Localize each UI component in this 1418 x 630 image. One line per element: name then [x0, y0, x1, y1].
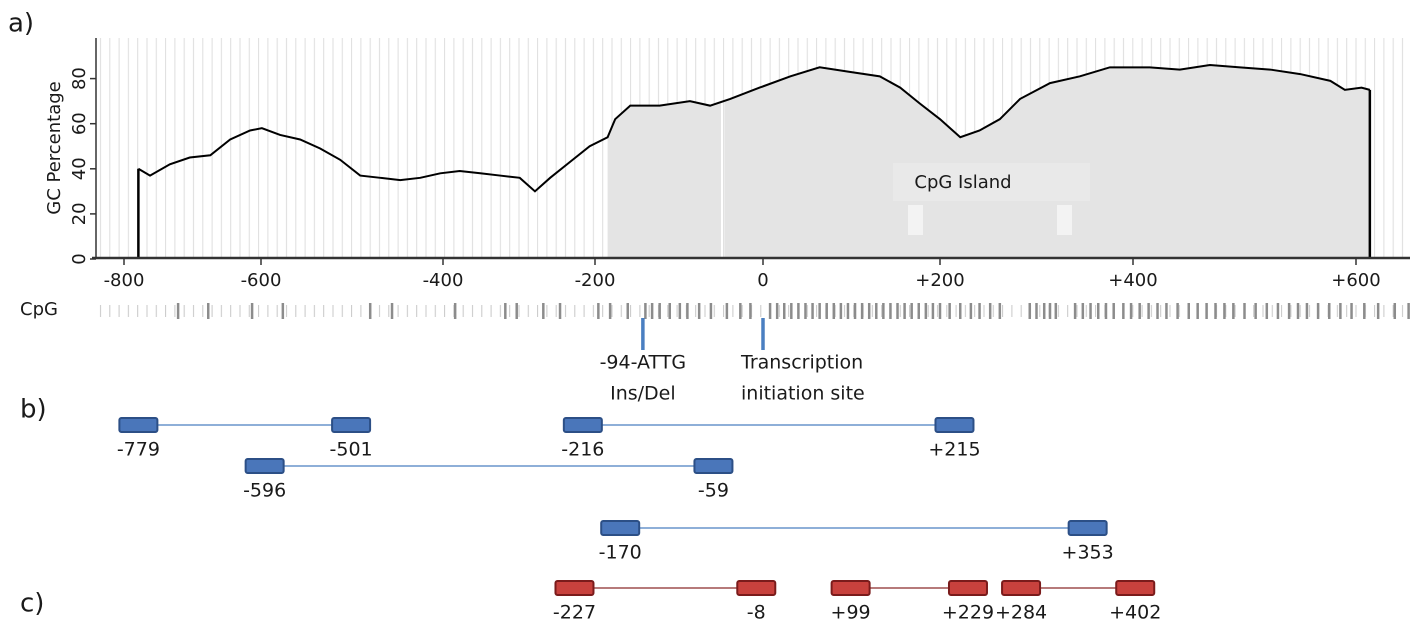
primer: [934, 417, 975, 433]
region-label: CpG Island: [914, 172, 1011, 193]
primer: [562, 417, 603, 433]
cpg-track-background: [96, 305, 1410, 317]
y-tick-label: 40: [69, 157, 90, 180]
primer-label: -779: [117, 439, 160, 461]
primer: [331, 417, 372, 433]
primer: [736, 580, 777, 596]
primer-label: +402: [1109, 602, 1161, 624]
region-marker: [908, 205, 923, 235]
primer: [600, 520, 641, 536]
primer-label: -170: [599, 542, 642, 564]
y-tick-label: 80: [69, 67, 90, 90]
primer-label: -8: [747, 602, 766, 624]
primer: [1067, 520, 1108, 536]
primer-label: -59: [698, 480, 729, 502]
x-tick-label: +600: [1331, 270, 1380, 291]
primer-label: +353: [1062, 542, 1114, 564]
primer-label: +284: [995, 602, 1047, 624]
y-tick-label: 60: [69, 112, 90, 135]
panel-label: b): [20, 395, 47, 425]
primer: [830, 580, 871, 596]
primer: [947, 580, 988, 596]
x-tick-label: 0: [757, 270, 768, 291]
primer-label: -596: [243, 480, 286, 502]
x-tick-label: -200: [575, 270, 616, 291]
primer: [118, 417, 159, 433]
region-label-box: [893, 163, 1090, 201]
primer: [1115, 580, 1156, 596]
x-tick-label: +200: [915, 270, 964, 291]
primer: [244, 458, 285, 474]
y-tick-label: 20: [69, 202, 90, 225]
annotation-text: Transcription: [740, 352, 863, 374]
track-label: CpG: [20, 299, 58, 320]
x-tick-label: +400: [1108, 270, 1157, 291]
gc-line: [137, 64, 1371, 193]
y-axis-label: GC Percentage: [44, 81, 65, 215]
panel-label: c): [20, 589, 44, 619]
annotation-text: -94-ATTG: [600, 352, 687, 374]
y-tick-label: 0: [69, 253, 90, 264]
x-tick-label: -600: [241, 270, 282, 291]
primer: [1001, 580, 1042, 596]
region-marker: [1057, 205, 1072, 235]
primer-label: -216: [561, 439, 604, 461]
annotation-text: initiation site: [741, 383, 865, 405]
primer-label: +215: [928, 439, 980, 461]
annotation-text: Ins/Del: [610, 383, 676, 405]
panel-label: a): [8, 9, 34, 39]
primer: [693, 458, 734, 474]
primer-label: +99: [831, 602, 871, 624]
primer-label: +229: [942, 602, 994, 624]
primer-label: -501: [330, 439, 373, 461]
layer: CpG Island 0 20 40 60 80 -800 -600 -400 -200 0 +200…: [69, 38, 1410, 624]
primer-label: -227: [553, 602, 596, 624]
primer: [554, 580, 595, 596]
x-tick-label: -400: [423, 270, 464, 291]
x-tick-label: -800: [104, 270, 145, 291]
